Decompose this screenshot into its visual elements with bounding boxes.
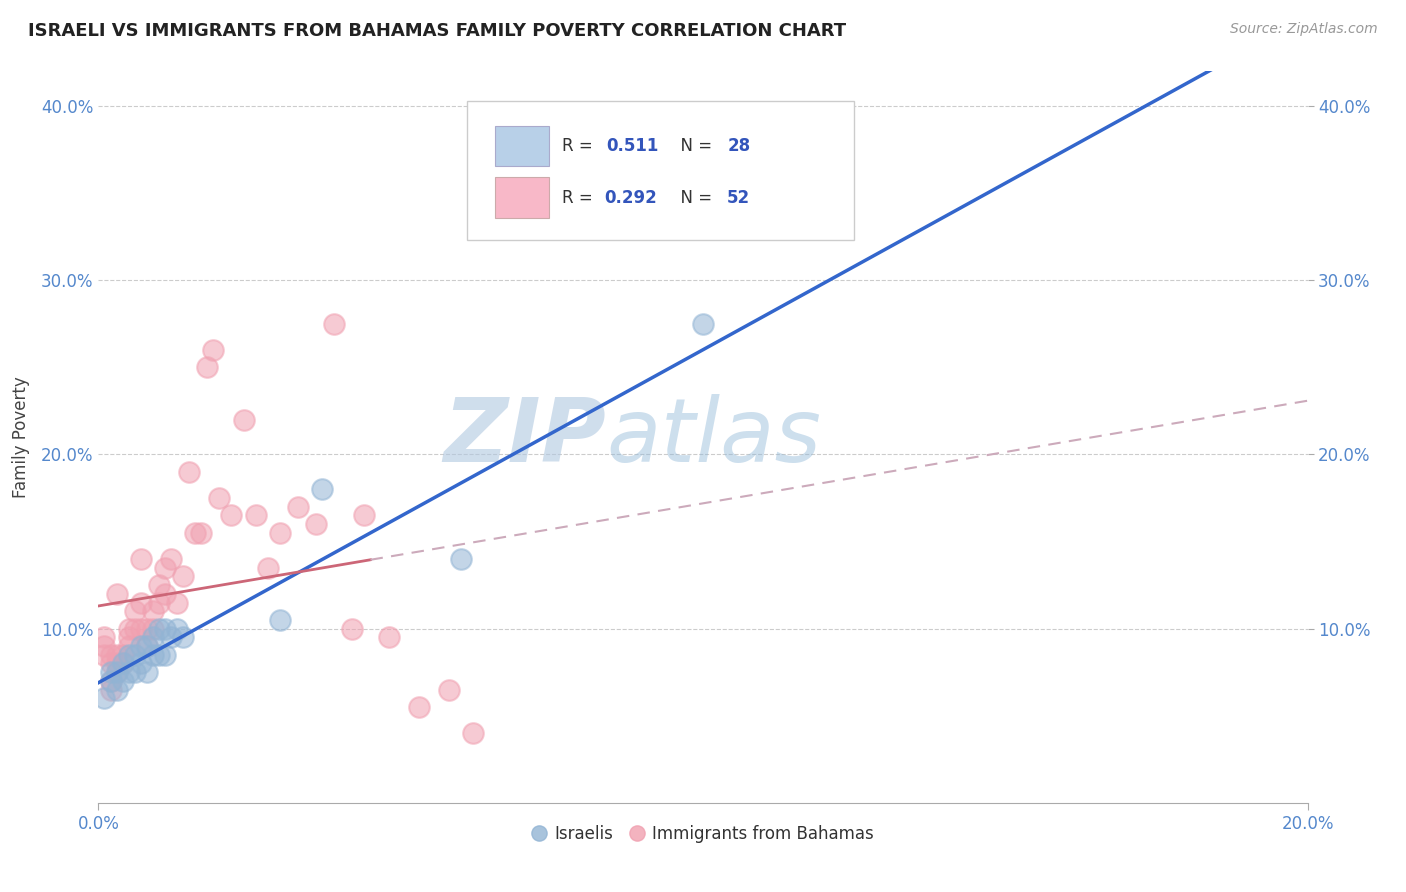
Point <box>179 465 201 479</box>
Point <box>311 483 333 497</box>
Point <box>437 682 460 697</box>
Point <box>353 508 375 523</box>
Point <box>93 648 115 662</box>
Point <box>172 569 194 583</box>
Point <box>111 657 134 671</box>
Point <box>124 622 146 636</box>
Point <box>450 552 472 566</box>
Point <box>129 595 152 609</box>
Text: N =: N = <box>671 189 717 207</box>
Point <box>93 631 115 645</box>
Point <box>111 648 134 662</box>
Point <box>118 622 141 636</box>
Point <box>129 552 152 566</box>
Point <box>105 665 128 680</box>
Text: atlas: atlas <box>606 394 821 480</box>
Point <box>166 595 188 609</box>
Text: 0.292: 0.292 <box>603 189 657 207</box>
Point <box>111 673 134 688</box>
Point <box>135 665 157 680</box>
Text: N =: N = <box>671 137 717 155</box>
Point <box>105 682 128 697</box>
Point <box>245 508 267 523</box>
Point <box>142 622 165 636</box>
Point <box>124 648 146 662</box>
Point <box>129 639 152 653</box>
Y-axis label: Family Poverty: Family Poverty <box>11 376 30 498</box>
Point <box>323 317 346 331</box>
Point <box>100 682 122 697</box>
Point <box>129 657 152 671</box>
Text: R =: R = <box>561 137 603 155</box>
Point <box>148 648 170 662</box>
Point <box>166 622 188 636</box>
Point <box>135 639 157 653</box>
Text: Source: ZipAtlas.com: Source: ZipAtlas.com <box>1230 22 1378 37</box>
FancyBboxPatch shape <box>467 101 855 240</box>
Point <box>184 525 207 540</box>
FancyBboxPatch shape <box>495 126 550 167</box>
Point <box>142 631 165 645</box>
Point <box>377 631 399 645</box>
Point <box>124 604 146 618</box>
FancyBboxPatch shape <box>495 178 550 218</box>
Point <box>153 622 176 636</box>
Point <box>692 317 714 331</box>
Point <box>129 622 152 636</box>
Legend: Israelis, Immigrants from Bahamas: Israelis, Immigrants from Bahamas <box>526 818 880 849</box>
Point <box>142 604 165 618</box>
Point <box>100 657 122 671</box>
Point <box>93 639 115 653</box>
Point <box>118 648 141 662</box>
Point <box>153 648 176 662</box>
Point <box>153 560 176 574</box>
Point <box>202 343 225 357</box>
Point <box>118 639 141 653</box>
Point <box>100 648 122 662</box>
Text: 52: 52 <box>727 189 751 207</box>
Point <box>148 595 170 609</box>
Point <box>269 613 291 627</box>
Point <box>221 508 243 523</box>
Point <box>269 525 291 540</box>
Point <box>100 673 122 688</box>
Text: R =: R = <box>561 189 598 207</box>
Point <box>232 412 254 426</box>
Point <box>111 657 134 671</box>
Point <box>208 491 231 505</box>
Point <box>105 648 128 662</box>
Point <box>135 622 157 636</box>
Point <box>105 587 128 601</box>
Point <box>305 517 328 532</box>
Point <box>160 552 183 566</box>
Text: 28: 28 <box>727 137 751 155</box>
Point <box>105 665 128 680</box>
Point <box>100 673 122 688</box>
Point <box>195 360 218 375</box>
Point <box>148 622 170 636</box>
Point <box>93 691 115 706</box>
Point <box>172 631 194 645</box>
Point <box>148 578 170 592</box>
Point <box>408 700 430 714</box>
Point <box>118 631 141 645</box>
Point <box>287 500 309 514</box>
Point <box>142 648 165 662</box>
Point <box>100 665 122 680</box>
Point <box>160 631 183 645</box>
Text: ZIP: ZIP <box>443 393 606 481</box>
Point <box>342 622 364 636</box>
Point <box>256 560 278 574</box>
Point <box>190 525 212 540</box>
Text: 0.511: 0.511 <box>606 137 658 155</box>
Point <box>118 665 141 680</box>
Text: ISRAELI VS IMMIGRANTS FROM BAHAMAS FAMILY POVERTY CORRELATION CHART: ISRAELI VS IMMIGRANTS FROM BAHAMAS FAMIL… <box>28 22 846 40</box>
Point <box>153 587 176 601</box>
Point <box>105 657 128 671</box>
Point <box>463 726 485 740</box>
Point <box>124 665 146 680</box>
Point <box>135 639 157 653</box>
